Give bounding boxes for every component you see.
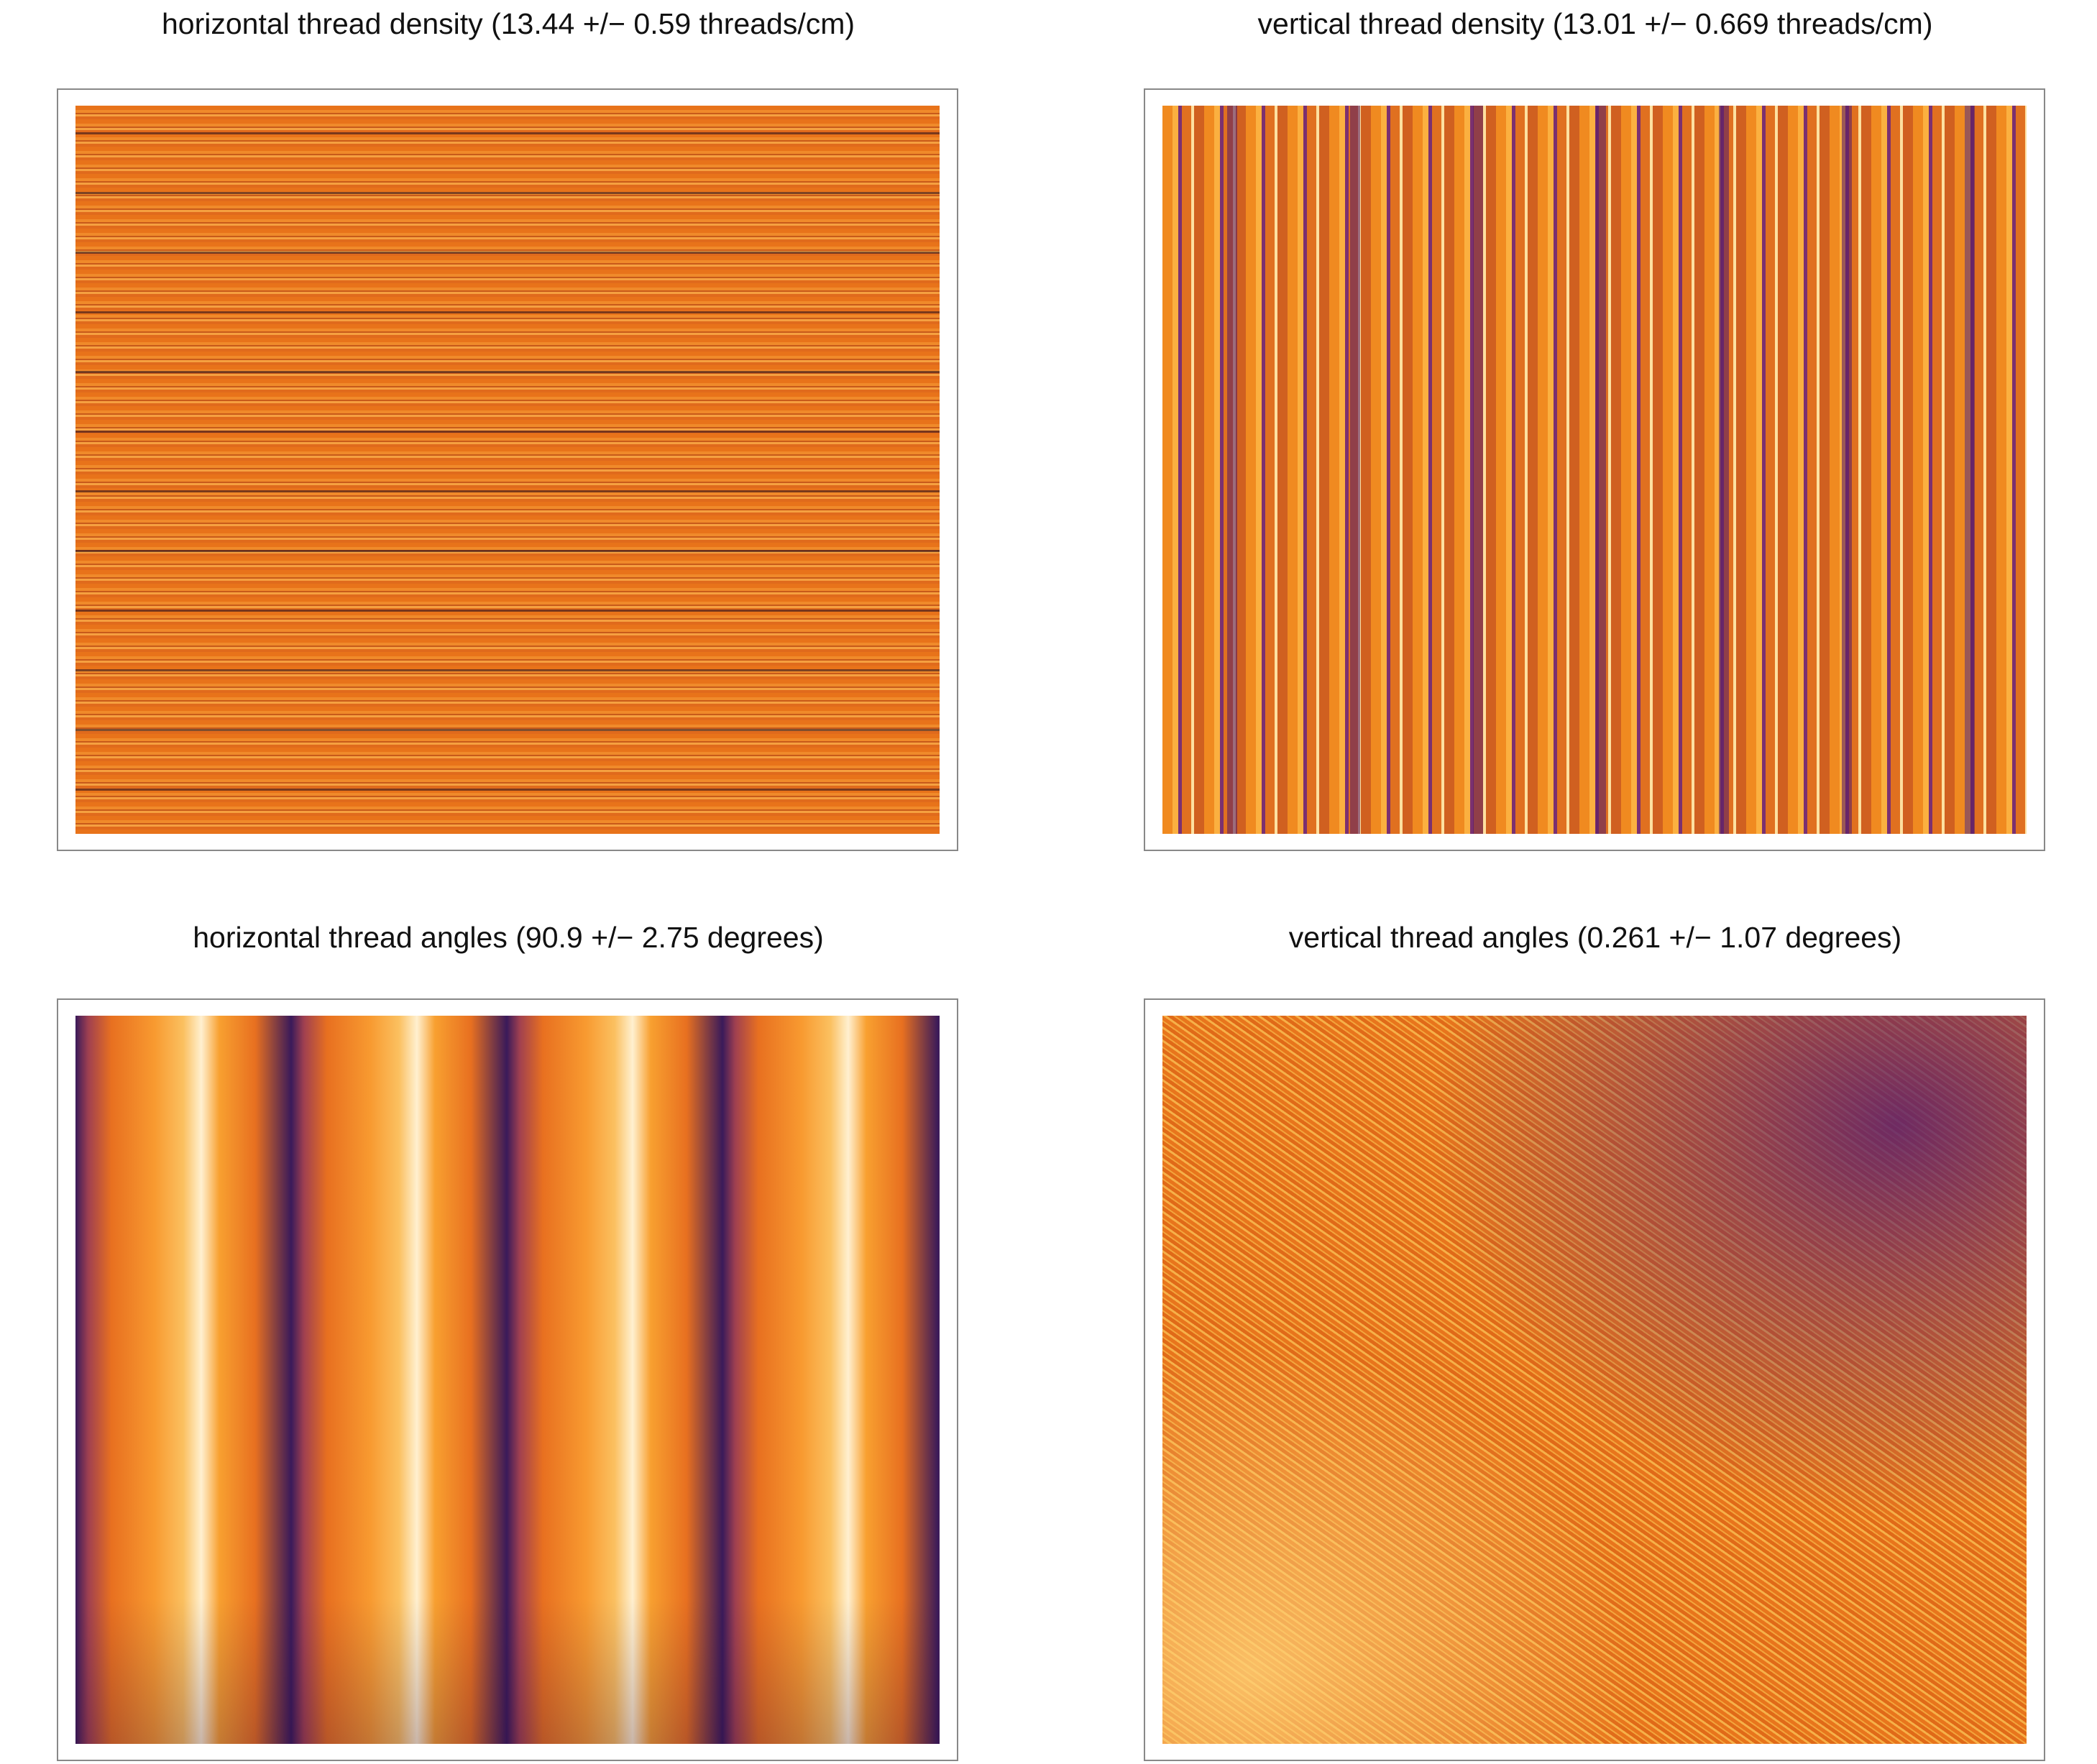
plot-frame: [1144, 998, 2045, 1761]
heatmap-image: [1162, 1016, 2027, 1744]
heatmap-image: [75, 106, 940, 834]
plot-frame: [1144, 88, 2045, 851]
chart-title: horizontal thread density (13.44 +/− 0.5…: [161, 7, 855, 40]
chart-title: vertical thread density (13.01 +/− 0.669…: [1257, 7, 1933, 40]
heatmap-image: [75, 1016, 940, 1744]
plot-frame: [57, 998, 958, 1761]
plot-frame: [57, 88, 958, 851]
heatmap-image: [1162, 106, 2027, 834]
chart-title: vertical thread angles (0.261 +/− 1.07 d…: [1288, 921, 1902, 954]
chart-title: horizontal thread angles (90.9 +/− 2.75 …: [193, 921, 824, 954]
